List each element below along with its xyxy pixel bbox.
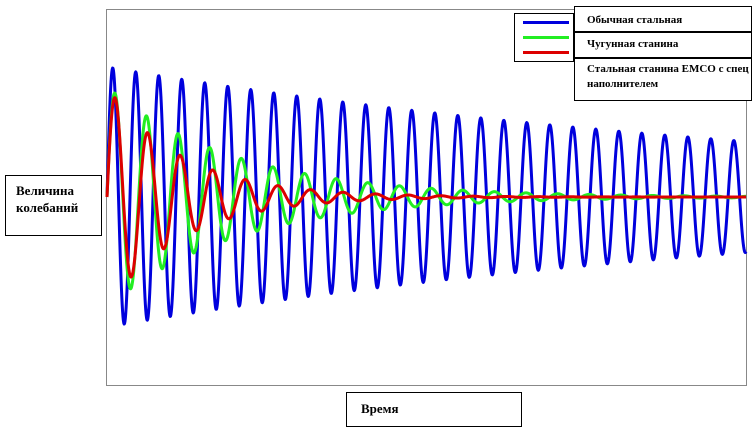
legend-swatch-steel	[523, 21, 569, 24]
legend-swatches	[514, 13, 574, 62]
legend-swatch-emco	[523, 51, 569, 54]
legend-entry-emco: Стальная станина ЕМСО с спец наполнителе…	[574, 58, 752, 101]
x-axis-label: Время	[346, 392, 522, 427]
series-line-emco	[105, 96, 748, 279]
legend-swatch-cast-iron	[523, 36, 569, 39]
series-line-cast-iron	[105, 91, 748, 291]
series-line-steel	[105, 66, 748, 326]
legend-entry-cast-iron: Чугунная станина	[574, 32, 752, 58]
series-layer	[105, 66, 748, 326]
legend-entry-steel: Обычная стальная	[574, 6, 752, 32]
y-axis-label: Величина колебаний	[5, 175, 102, 236]
